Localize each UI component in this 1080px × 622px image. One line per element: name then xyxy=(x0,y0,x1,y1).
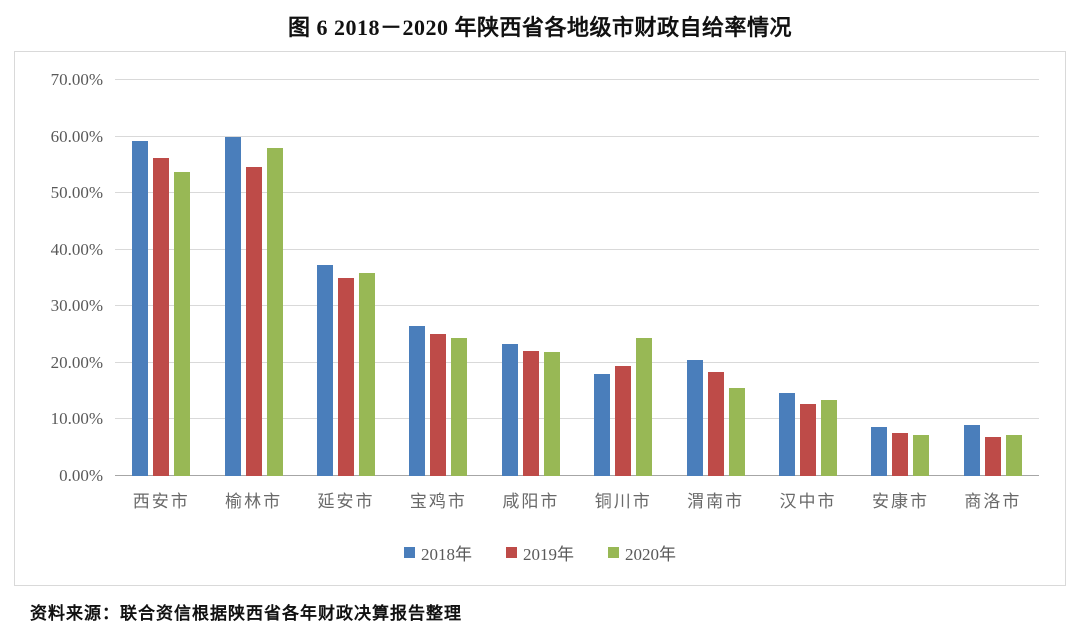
bar-2018 xyxy=(224,136,241,476)
gridline xyxy=(115,418,1039,420)
x-tick-label: 汉中市 xyxy=(779,492,837,511)
bar-2018 xyxy=(317,265,334,476)
bar-2019 xyxy=(707,372,724,476)
bar-group xyxy=(300,80,392,476)
figure-title: 图 6 2018－2020 年陕西省各地级市财政自给率情况 xyxy=(287,15,792,40)
bar-group xyxy=(947,80,1039,476)
bar-2018 xyxy=(871,426,888,476)
gridline xyxy=(115,135,1039,137)
legend-item: 2019年 xyxy=(506,540,574,565)
legend-swatch-icon xyxy=(608,547,619,558)
bar-2020 xyxy=(1005,435,1022,476)
legend-item: 2020年 xyxy=(608,540,676,565)
bar-group xyxy=(854,80,946,476)
bar-2020 xyxy=(636,337,653,476)
bar-2018 xyxy=(963,424,980,476)
gridline xyxy=(115,192,1039,194)
bar-2020 xyxy=(174,172,191,476)
legend: 2018年 2019年 2020年 xyxy=(15,540,1065,565)
bar-2018 xyxy=(779,393,796,476)
x-axis: 西安市 榆林市 延安市 宝鸡市 咸阳市 铜川市 渭南市 汉中市 安康市 商洛市 xyxy=(115,487,1039,512)
legend-item: 2018年 xyxy=(404,540,472,565)
y-tick-label: 40.00% xyxy=(50,239,103,259)
bar-group xyxy=(207,80,299,476)
bar-group xyxy=(577,80,669,476)
y-tick-label: 20.00% xyxy=(50,352,103,372)
x-tick-label: 渭南市 xyxy=(687,492,745,511)
x-tick-label: 西安市 xyxy=(132,492,190,511)
bar-group xyxy=(669,80,761,476)
bar-2020 xyxy=(266,148,283,476)
x-tick-label: 延安市 xyxy=(317,492,375,511)
figure: 图 6 2018－2020 年陕西省各地级市财政自给率情况 0.00% 10.00… xyxy=(0,10,1080,622)
gridline xyxy=(115,79,1039,80)
gridline xyxy=(115,305,1039,307)
legend-label: 2020年 xyxy=(625,545,676,564)
bar-group xyxy=(115,80,207,476)
x-axis-baseline xyxy=(115,475,1039,476)
x-tick-label: 商洛市 xyxy=(964,492,1022,511)
y-tick-label: 10.00% xyxy=(50,409,103,429)
y-tick-label: 0.00% xyxy=(59,466,103,485)
bar-group xyxy=(762,80,854,476)
bar-group xyxy=(485,80,577,476)
bar-2020 xyxy=(451,337,468,476)
bar-2019 xyxy=(153,158,170,476)
y-tick-label: 60.00% xyxy=(50,126,103,146)
bars-layer xyxy=(115,80,1039,476)
x-tick-label: 咸阳市 xyxy=(502,492,560,511)
bar-group xyxy=(392,80,484,476)
bar-2019 xyxy=(800,403,817,476)
bar-2019 xyxy=(892,433,909,476)
gridline xyxy=(115,361,1039,363)
y-tick-label: 70.00% xyxy=(50,70,103,89)
bar-2019 xyxy=(245,167,262,476)
legend-label: 2018年 xyxy=(421,545,472,564)
x-tick-label: 安康市 xyxy=(871,492,929,511)
bar-2018 xyxy=(132,140,149,476)
bar-2020 xyxy=(821,400,838,476)
bar-2020 xyxy=(543,352,560,476)
x-tick-label: 榆林市 xyxy=(225,492,283,511)
bar-2019 xyxy=(984,436,1001,476)
bar-2018 xyxy=(686,360,703,476)
bar-2020 xyxy=(359,273,376,476)
plot-area: 0.00% 10.00% 20.00% 30.00% 40.00% 50.00% 60.00… xyxy=(51,70,1039,511)
legend-swatch-icon xyxy=(506,547,517,558)
bar-2019 xyxy=(615,365,632,476)
legend-swatch-icon xyxy=(404,547,415,558)
source-note: 资料来源：联合资信根据陕西省各年财政决算报告整理 xyxy=(30,604,462,622)
bar-2018 xyxy=(501,344,518,476)
bar-2019 xyxy=(522,350,539,476)
bar-2020 xyxy=(913,435,930,476)
bar-2019 xyxy=(338,278,355,476)
x-tick-label: 宝鸡市 xyxy=(409,492,467,511)
y-tick-label: 30.00% xyxy=(50,296,103,316)
bar-2019 xyxy=(430,334,447,476)
legend-label: 2019年 xyxy=(523,545,574,564)
gridline xyxy=(115,248,1039,250)
y-tick-label: 50.00% xyxy=(50,183,103,203)
bar-2018 xyxy=(409,326,426,476)
bar-2018 xyxy=(594,373,611,476)
bar-2020 xyxy=(728,387,745,476)
chart-container: 0.00% 10.00% 20.00% 30.00% 40.00% 50.00% 60.00… xyxy=(14,51,1066,586)
x-tick-label: 铜川市 xyxy=(594,492,652,511)
